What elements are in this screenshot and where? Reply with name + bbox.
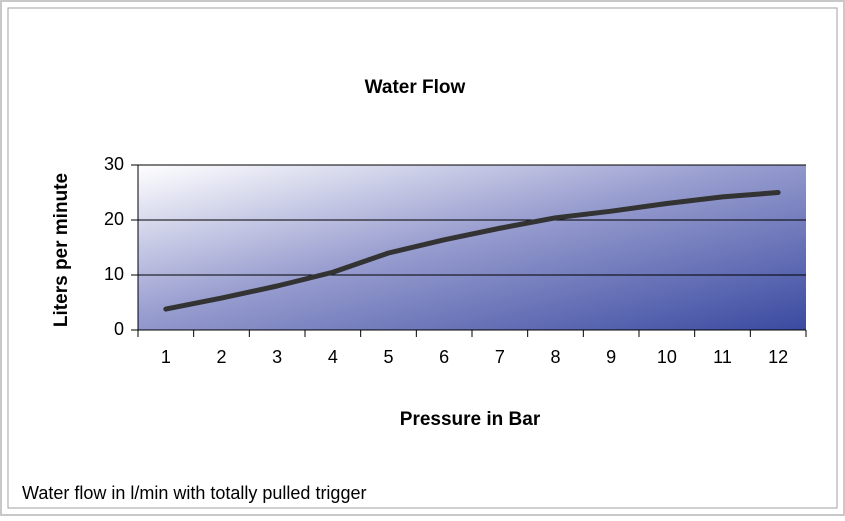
x-tick-label: 4 <box>328 347 338 367</box>
x-axis-label: Pressure in Bar <box>400 409 541 430</box>
x-tick-label: 9 <box>606 347 616 367</box>
chart-title: Water Flow <box>365 77 466 98</box>
x-tick-label: 2 <box>216 347 226 367</box>
y-tick-label: 30 <box>104 154 124 174</box>
x-tick-label: 7 <box>495 347 505 367</box>
y-tick-label: 0 <box>114 319 124 339</box>
y-axis-label: Liters per minute <box>51 173 72 327</box>
y-tick-label: 10 <box>104 264 124 284</box>
x-tick-label: 1 <box>161 347 171 367</box>
x-tick-label: 5 <box>383 347 393 367</box>
x-tick-label: 8 <box>550 347 560 367</box>
x-tick-label: 10 <box>657 347 677 367</box>
data-line <box>163 190 781 312</box>
x-tick-label: 3 <box>272 347 282 367</box>
caption: Water flow in l/min with totally pulled … <box>22 483 366 503</box>
y-tick-label: 20 <box>104 209 124 229</box>
plot-area <box>138 165 806 330</box>
x-tick-label: 11 <box>713 347 732 367</box>
x-tick-label: 12 <box>768 347 788 367</box>
x-tick-label: 6 <box>439 347 449 367</box>
